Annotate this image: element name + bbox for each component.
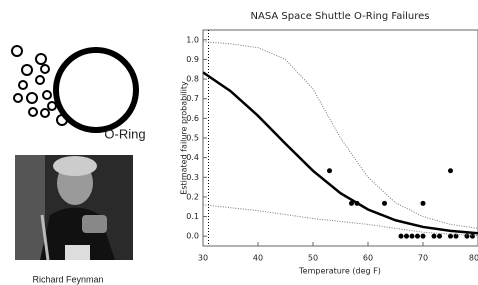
y-tick-label: 0.6	[186, 114, 199, 123]
chart-title: NASA Space Shuttle O-Ring Failures	[251, 11, 430, 22]
fit-curve	[203, 72, 478, 233]
data-point	[421, 201, 426, 206]
y-tick-label: 1.0	[186, 35, 199, 44]
x-axis-label: Temperature (deg F)	[298, 267, 381, 276]
y-tick-label: 0.9	[186, 55, 199, 64]
y-tick-label: 0.8	[186, 75, 199, 84]
data-point	[465, 234, 470, 239]
data-point	[437, 234, 442, 239]
data-point	[470, 234, 475, 239]
photo	[15, 155, 133, 260]
x-tick-label: 60	[363, 254, 373, 263]
data-point	[415, 234, 420, 239]
data-point	[410, 234, 415, 239]
x-tick-label: 70	[418, 254, 428, 263]
data-point	[399, 234, 404, 239]
oring-label: O-Ring	[104, 126, 145, 141]
y-tick-label: 0.5	[186, 134, 199, 143]
data-point	[421, 234, 426, 239]
plot-area	[203, 30, 478, 246]
y-tick-label: 0.3	[186, 173, 199, 182]
data-point	[404, 234, 409, 239]
y-tick-label: 0.0	[186, 232, 199, 241]
confidence-band	[203, 205, 478, 236]
plot-frame	[203, 30, 478, 246]
data-point	[432, 234, 437, 239]
y-tick-label: 0.2	[186, 192, 199, 201]
data-point	[327, 168, 332, 173]
page: O-Ring Richard Feynman NASA Space Shuttl…	[0, 0, 478, 285]
photo-caption: Richard Feynman	[32, 274, 103, 284]
x-tick-label: 50	[308, 254, 318, 263]
data-point	[448, 168, 453, 173]
x-tick-label: 30	[198, 254, 208, 263]
x-tick-label: 40	[253, 254, 263, 263]
oring-illustration	[12, 46, 136, 130]
x-tick-label: 80	[469, 254, 478, 263]
data-point	[382, 201, 387, 206]
y-tick-label: 0.4	[186, 153, 199, 162]
confidence-band	[203, 42, 478, 229]
y-tick-label: 0.7	[186, 94, 199, 103]
y-tick-label: 0.1	[186, 212, 199, 221]
